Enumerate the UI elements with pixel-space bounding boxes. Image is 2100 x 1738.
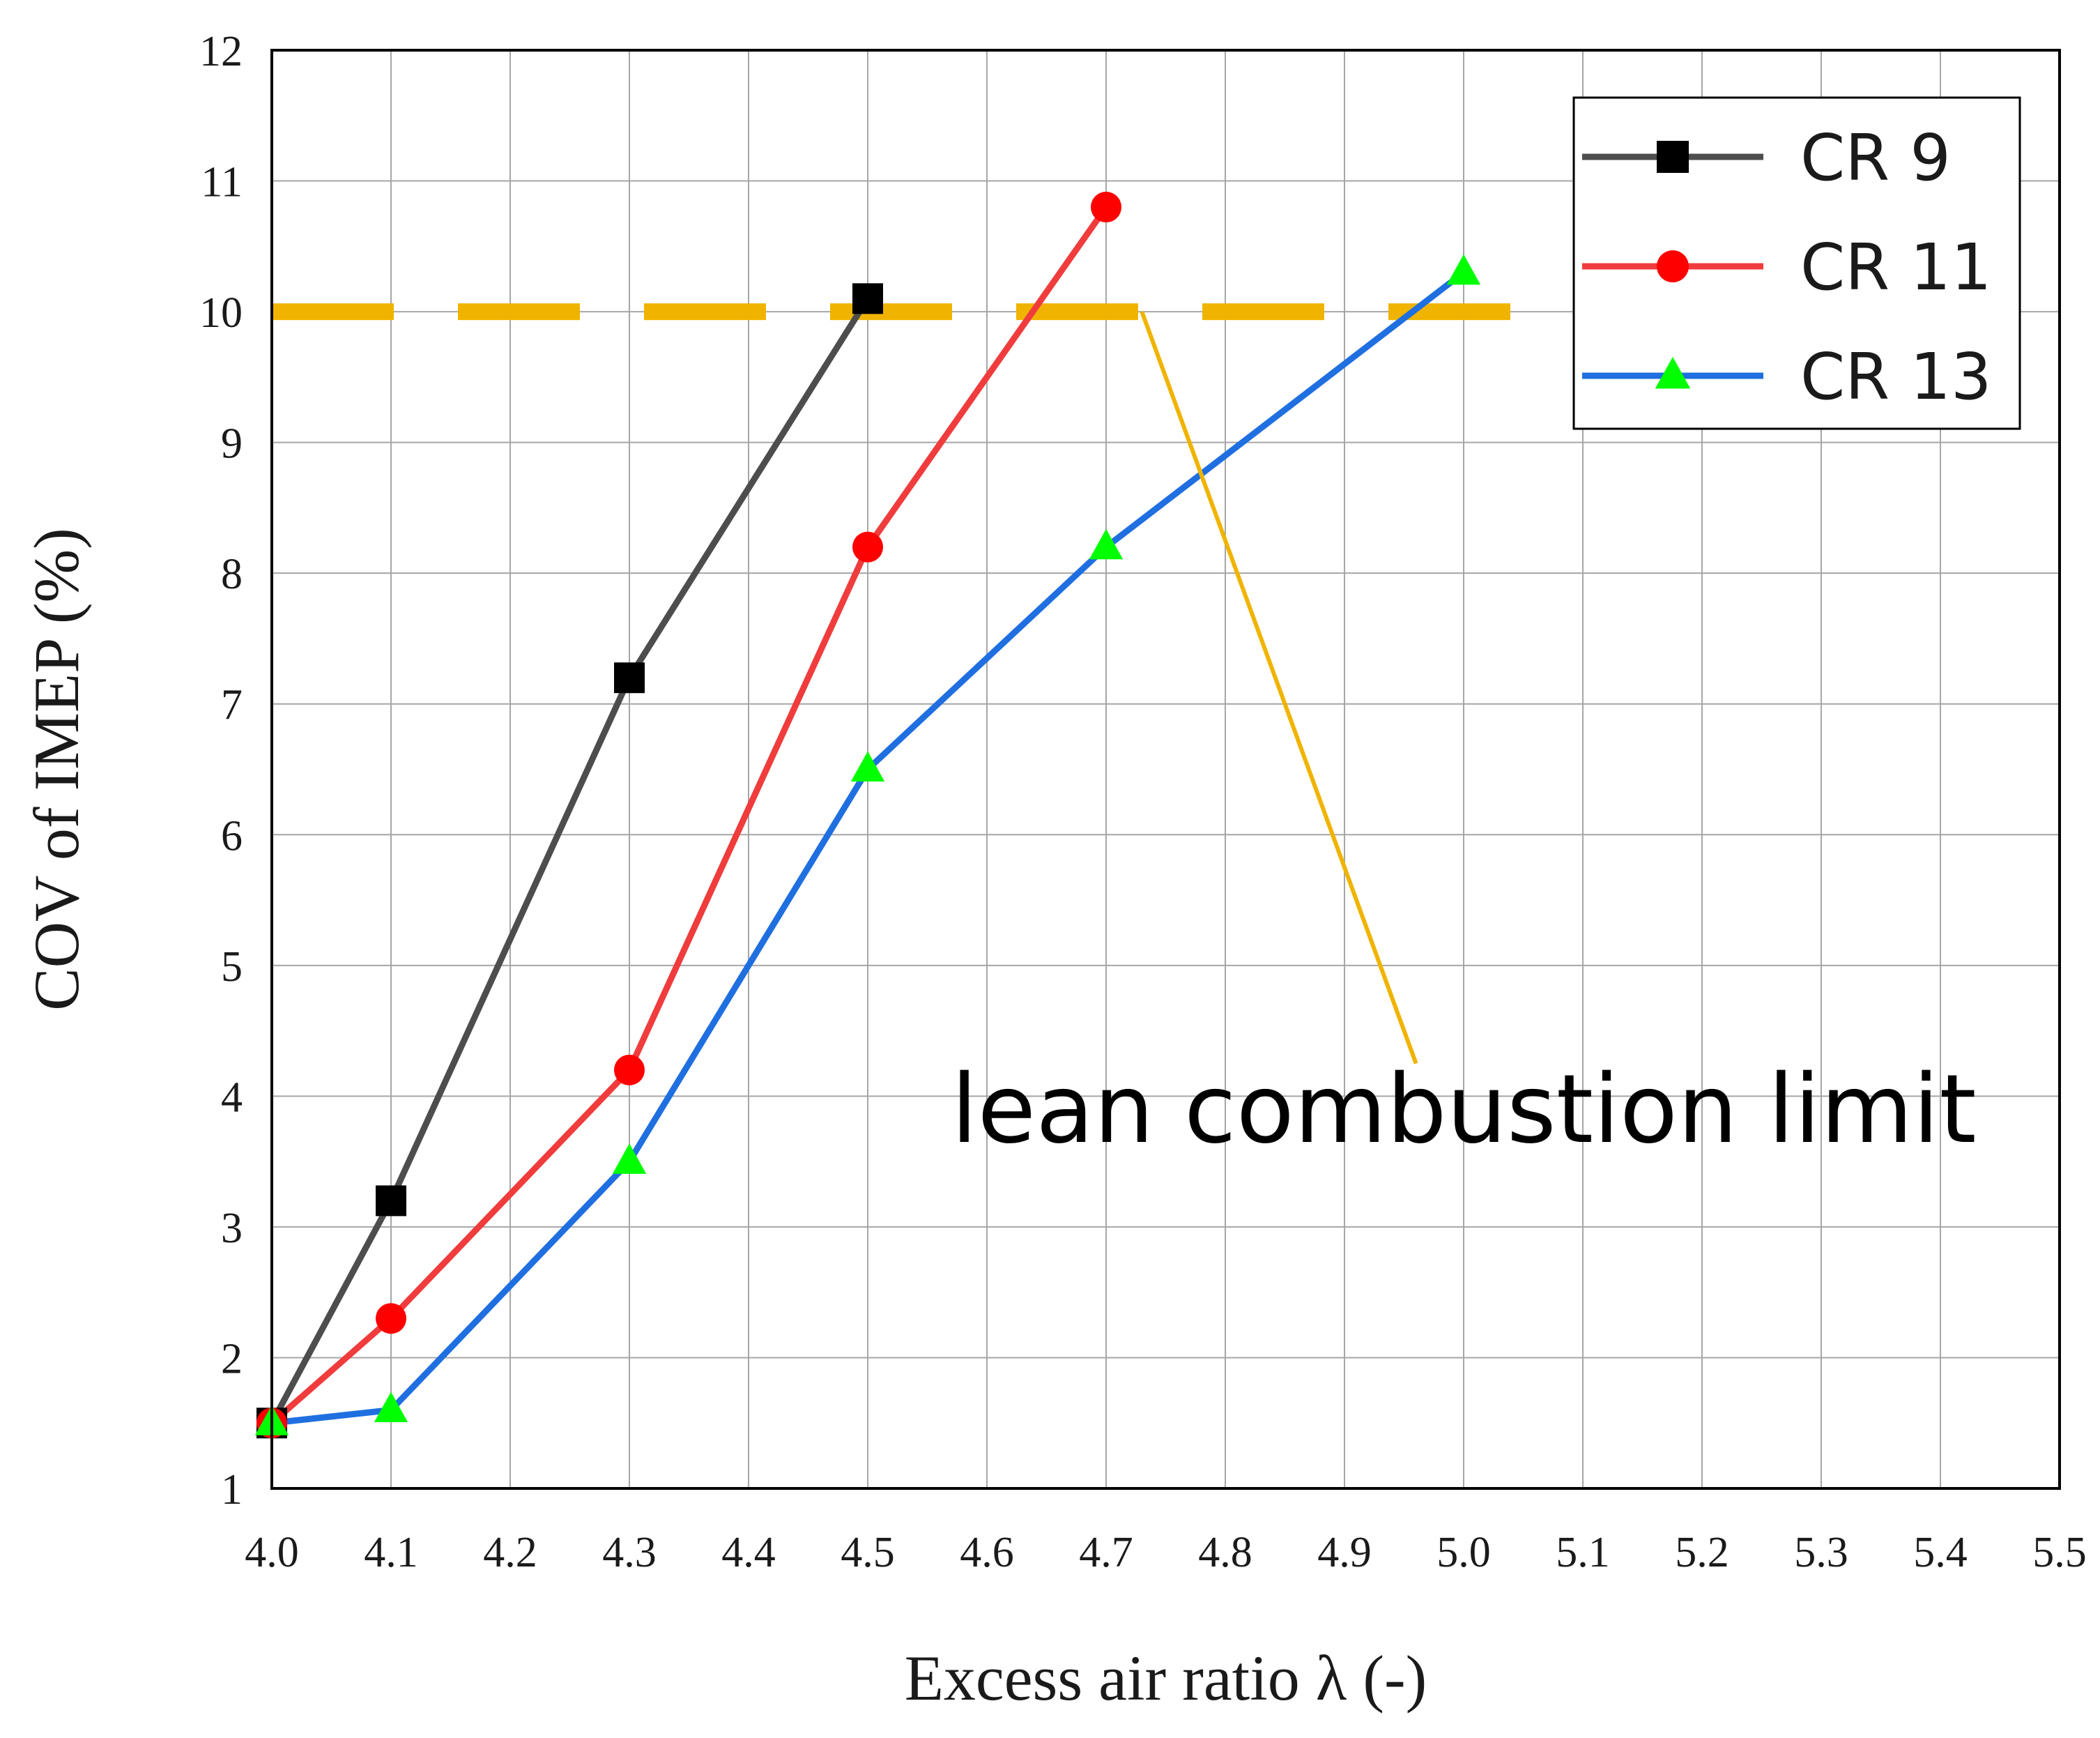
x-tick-label: 5.5 — [2032, 1529, 2087, 1576]
y-tick-label: 5 — [221, 943, 243, 991]
x-tick-label: 4.3 — [602, 1529, 657, 1576]
x-tick-label: 5.3 — [1794, 1529, 1848, 1576]
y-tick-label: 6 — [221, 812, 243, 860]
y-tick-label: 2 — [221, 1335, 243, 1382]
x-tick-labels: 4.0 4.1 4.2 4.3 4.4 4.5 4.6 4.7 4.8 4.9 5.0 5.1 5.2 5… — [245, 1529, 2087, 1576]
y-tick-label: 7 — [221, 682, 243, 729]
y-tick-label: 11 — [201, 159, 243, 206]
data-point-marker — [614, 1054, 645, 1085]
data-point-marker — [376, 1185, 406, 1217]
x-tick-label: 4.7 — [1079, 1529, 1133, 1576]
x-tick-label: 4.8 — [1198, 1529, 1252, 1576]
data-point-marker — [852, 531, 883, 563]
y-axis-title: COV of IMEP (%) — [21, 528, 92, 1011]
x-tick-label: 4.0 — [245, 1529, 299, 1576]
data-point-marker — [1089, 528, 1124, 560]
data-point-marker — [1091, 192, 1121, 223]
data-point-marker — [850, 751, 885, 782]
series-cr-13 — [271, 270, 1466, 1426]
x-tick-label: 4.9 — [1317, 1529, 1372, 1576]
legend-label: CR 13 — [1800, 340, 1991, 414]
y-tick-label: 12 — [199, 28, 243, 75]
x-tick-label: 4.6 — [960, 1529, 1014, 1576]
y-tick-label: 3 — [221, 1205, 243, 1252]
series-layer — [254, 192, 1481, 1439]
annotation-lean-combustion-limit: lean combustion limit — [951, 1055, 1977, 1165]
y-tick-label: 9 — [221, 420, 243, 468]
x-tick-label: 4.4 — [721, 1529, 776, 1576]
data-point-marker — [374, 1392, 408, 1423]
x-tick-label: 5.4 — [1913, 1529, 1968, 1576]
legend-marker — [1657, 250, 1689, 282]
y-tick-label: 1 — [221, 1466, 243, 1514]
data-point-marker — [1446, 254, 1481, 285]
legend-label: CR 9 — [1800, 121, 1951, 195]
annotation-leader-line — [1140, 311, 1418, 1065]
y-tick-label: 8 — [221, 551, 243, 598]
legend-label: CR 11 — [1800, 230, 1991, 305]
legend-item: CR 9 — [1582, 121, 1951, 195]
legend-item: CR 13 — [1582, 340, 1991, 414]
data-point-marker — [614, 662, 645, 694]
x-tick-label: 5.0 — [1436, 1529, 1491, 1576]
x-tick-label: 4.1 — [364, 1529, 418, 1576]
plot-frame — [270, 49, 2061, 1490]
x-tick-label: 4.5 — [841, 1529, 895, 1576]
data-point-marker — [612, 1143, 647, 1174]
legend-item: CR 11 — [1582, 230, 1991, 305]
data-point-marker — [376, 1303, 406, 1334]
grid — [272, 50, 2060, 1488]
series-cr-9 — [269, 296, 871, 1425]
x-tick-label: 5.1 — [1556, 1529, 1610, 1576]
y-tick-label: 10 — [199, 289, 243, 337]
x-tick-label: 5.2 — [1675, 1529, 1729, 1576]
y-tick-label: 4 — [221, 1074, 243, 1121]
series-line — [271, 270, 1466, 1426]
x-axis-title: Excess air ratio λ (-) — [905, 1642, 1427, 1714]
series-line — [269, 296, 871, 1425]
legend: CR 9 CR 11 CR 13 — [1572, 96, 2021, 430]
data-point-marker — [852, 283, 883, 314]
x-tick-label: 4.2 — [483, 1529, 537, 1576]
legend-marker — [1657, 141, 1689, 173]
legend-marker — [1655, 356, 1691, 389]
series-markers-cr-13 — [254, 254, 1481, 1435]
